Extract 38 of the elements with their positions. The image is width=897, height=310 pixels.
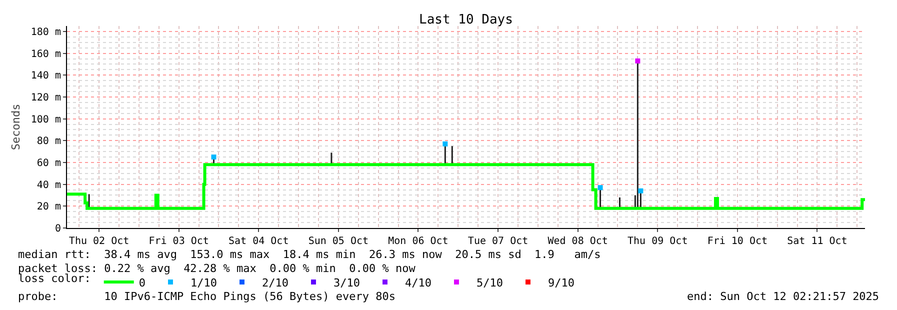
x-tick-label: Thu 02 Oct — [68, 236, 130, 247]
y-tick-label: 100 m — [30, 114, 61, 126]
text: end: Sun Oct 12 02:21:57 2025 — [687, 290, 880, 303]
x-tick-label: Tue 07 Oct — [468, 236, 528, 247]
legend-label: 1/10 — [190, 276, 217, 290]
x-tick-label: Sun 05 Oct — [308, 236, 369, 247]
x-tick-label: Thu 09 Oct — [628, 236, 688, 247]
y-tick-label: 180 m — [30, 26, 61, 38]
y-tick-label: 120 m — [30, 92, 61, 104]
y-tick-label: 0 — [54, 224, 61, 234]
point — [598, 185, 603, 190]
legend-label: 5/10 — [476, 276, 503, 290]
text: packet loss: 0.22 % avg 42.28 % max 0.00 % min 0.00 % now — [18, 262, 416, 275]
legend-label: 2/10 — [262, 276, 288, 290]
x-tick-label: Wed 08 Oct — [548, 236, 608, 247]
y-tick-label: 80 m — [36, 136, 61, 148]
x-tick-label: Sat 04 Oct — [228, 236, 289, 247]
x-tick-label: Sat 11 Oct — [787, 236, 848, 247]
y-tick-label: 60 m — [36, 158, 61, 169]
x-tick-label: Mon 06 Oct — [388, 236, 448, 247]
y-tick-label: 160 m — [30, 48, 61, 60]
point — [635, 58, 640, 64]
legend-label: 9/10 — [548, 276, 574, 290]
x-tick-label: Fri 10 Oct — [707, 236, 768, 247]
y-tick-label: 20 m — [36, 202, 61, 213]
y-axis-title: Seconds — [10, 104, 23, 150]
point — [638, 188, 644, 194]
point — [442, 141, 448, 146]
legend-label: 4/10 — [404, 276, 432, 290]
point — [211, 154, 216, 160]
y-tick-label: 140 m — [30, 70, 61, 82]
y-tick-label: 40 m — [36, 180, 61, 191]
x-tick-label: Fri 03 Oct — [148, 236, 209, 247]
text: median rtt: 38.4 ms avg 153.0 ms max 18.4 ms min 26.3 ms now 20.5 ms sd 1.9 am/s — [18, 248, 601, 261]
legend-label: 3/10 — [333, 276, 360, 290]
text: probe: 10 IPv6-ICMP Echo Pings (56 Bytes) every 80s — [18, 290, 396, 303]
legend-label: 0 — [138, 276, 146, 290]
chart-title: Last 10 Days — [419, 12, 513, 28]
